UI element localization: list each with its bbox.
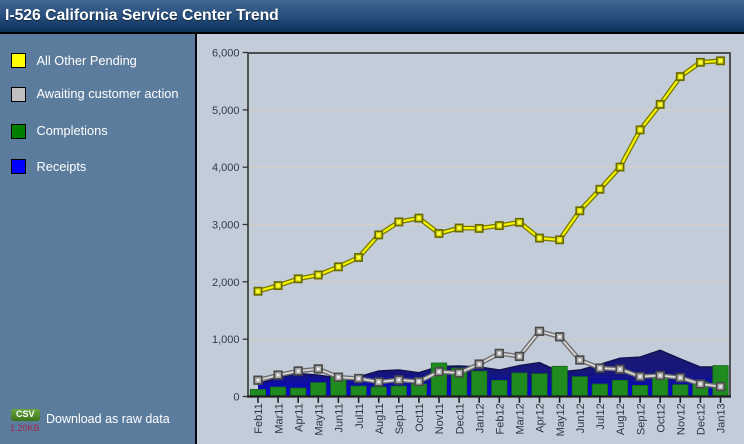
svg-text:Apr11: Apr11: [293, 403, 305, 432]
svg-text:Aug11: Aug11: [374, 403, 386, 434]
svg-text:5,000: 5,000: [212, 105, 240, 117]
svg-text:Sep12: Sep12: [635, 403, 647, 435]
svg-text:Dec12: Dec12: [696, 403, 708, 435]
svg-text:Oct11: Oct11: [414, 403, 426, 432]
svg-text:Aug12: Aug12: [615, 403, 627, 435]
svg-text:2,000: 2,000: [212, 277, 240, 289]
svg-text:Oct12: Oct12: [655, 403, 667, 432]
svg-text:Jun11: Jun11: [334, 403, 346, 432]
svg-text:3,000: 3,000: [212, 220, 240, 232]
svg-text:0: 0: [233, 392, 239, 404]
svg-text:Jul12: Jul12: [595, 403, 607, 429]
svg-text:6,000: 6,000: [212, 48, 240, 60]
svg-text:Jun12: Jun12: [575, 403, 587, 433]
svg-text:May11: May11: [314, 403, 326, 435]
svg-text:Feb12: Feb12: [495, 403, 507, 434]
svg-text:Sep11: Sep11: [394, 403, 406, 434]
svg-text:Mar11: Mar11: [273, 403, 285, 433]
svg-text:Apr12: Apr12: [535, 403, 547, 432]
svg-text:Jan13: Jan13: [716, 403, 728, 433]
svg-text:Nov12: Nov12: [676, 403, 688, 435]
svg-text:4,000: 4,000: [212, 162, 240, 174]
svg-text:Jan12: Jan12: [474, 403, 486, 433]
svg-text:1,000: 1,000: [212, 334, 240, 346]
svg-text:Nov11: Nov11: [434, 403, 446, 434]
svg-text:Mar12: Mar12: [515, 403, 527, 434]
svg-text:Dec11: Dec11: [454, 403, 466, 434]
svg-text:Feb11: Feb11: [253, 403, 265, 433]
svg-text:May12: May12: [555, 403, 567, 436]
svg-text:Jul11: Jul11: [354, 403, 366, 428]
